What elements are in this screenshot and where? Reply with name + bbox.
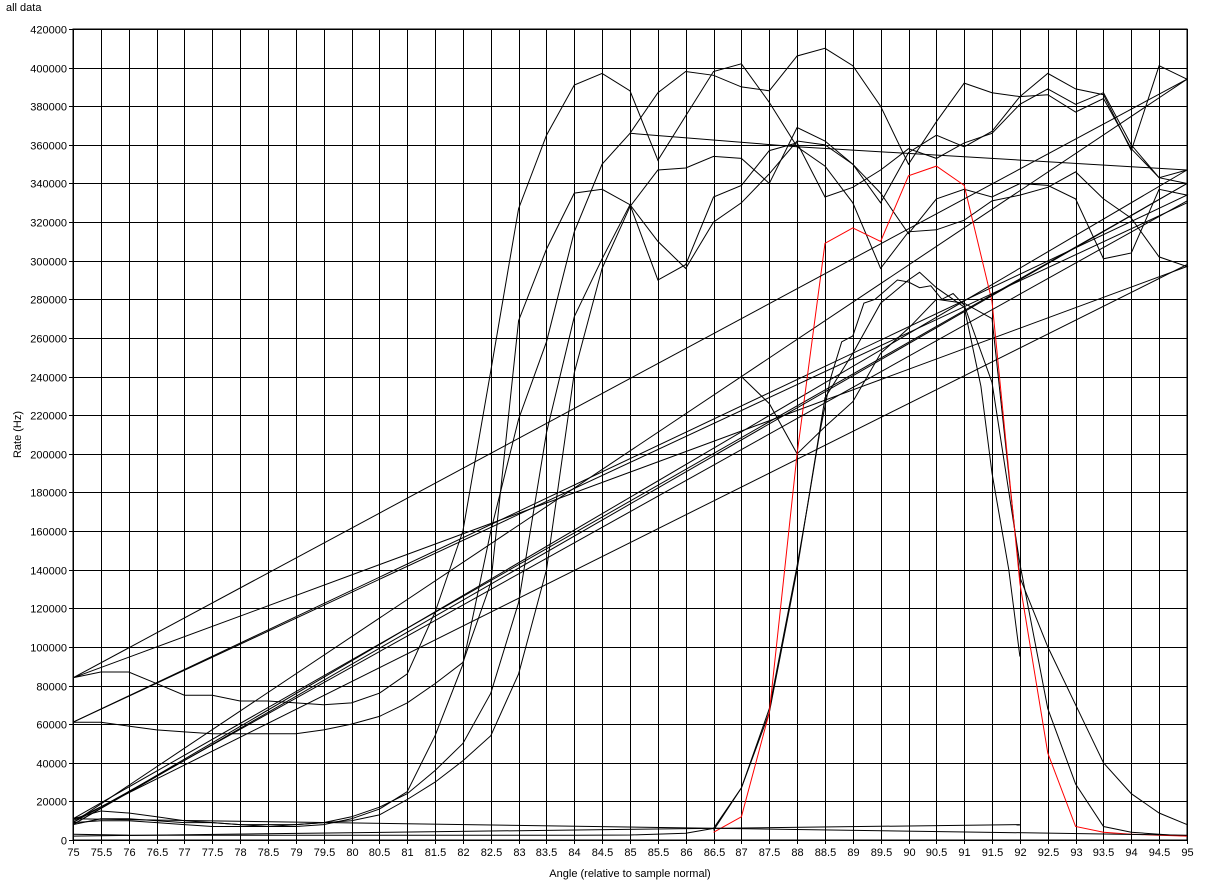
- series-line-3: [72, 88, 1188, 826]
- x-tick-label: 85: [624, 847, 636, 859]
- series-line-10: [713, 279, 1188, 837]
- x-tick-label: 87: [735, 847, 747, 859]
- y-tick-labels: 0 20000 40000 60000 80000 100000 120000 140000 1…: [30, 25, 67, 848]
- grid-lines: [69, 28, 1188, 844]
- y-tick-label: 0: [61, 836, 67, 848]
- y-tick-label: 300000: [30, 257, 67, 269]
- x-tick-label: 84.5: [592, 847, 613, 859]
- x-tick-label: 88.5: [815, 847, 836, 859]
- y-tick-label: 100000: [30, 643, 67, 655]
- y-tick-label: 80000: [36, 682, 67, 694]
- y-tick-label: 280000: [30, 295, 67, 307]
- x-tick-label: 83: [513, 847, 525, 859]
- y-tick-label: 40000: [36, 759, 67, 771]
- x-tick-label: 81.5: [425, 847, 446, 859]
- x-tick-label: 92: [1014, 847, 1026, 859]
- x-tick-label: 94.5: [1149, 847, 1170, 859]
- x-tick-label: 77: [178, 847, 190, 859]
- chart-title: all data: [6, 2, 42, 14]
- x-tick-label: 89: [847, 847, 859, 859]
- connector-line-1: [72, 78, 1188, 679]
- y-tick-label: 180000: [30, 488, 67, 500]
- x-axis-label: Angle (relative to sample normal): [549, 868, 710, 880]
- x-tick-label: 90.5: [926, 847, 947, 859]
- x-tick-label: 78: [234, 847, 246, 859]
- y-tick-label: 20000: [36, 797, 67, 809]
- x-tick-label: 91: [958, 847, 970, 859]
- connector-line-3: [72, 183, 1188, 826]
- x-tick-labels: 75 75.5 76 76.5 77 77.5 78 78.5 79 79.5 80 80.5 81 81…: [67, 847, 1193, 859]
- x-tick-label: 79: [290, 847, 302, 859]
- x-tick-label: 80: [346, 847, 358, 859]
- x-tick-label: 75.5: [91, 847, 112, 859]
- y-tick-label: 200000: [30, 450, 67, 462]
- x-tick-label: 92.5: [1038, 847, 1059, 859]
- y-tick-label: 400000: [30, 64, 67, 76]
- series-lines: [72, 47, 1189, 837]
- x-tick-label: 75: [67, 847, 79, 859]
- y-tick-label: 340000: [30, 179, 67, 191]
- x-tick-label: 83.5: [536, 847, 557, 859]
- y-tick-label: 240000: [30, 373, 67, 385]
- y-tick-label: 380000: [30, 102, 67, 114]
- x-tick-label: 77.5: [202, 847, 223, 859]
- connector-line-5: [72, 824, 1020, 837]
- x-tick-label: 89.5: [871, 847, 892, 859]
- y-tick-label: 160000: [30, 527, 67, 539]
- x-tick-label: 94: [1125, 847, 1137, 859]
- series-line-7: [72, 264, 1188, 822]
- connector-line-4: [72, 200, 1188, 824]
- x-tick-label: 81: [401, 847, 413, 859]
- x-tick-label: 93: [1070, 847, 1082, 859]
- x-tick-label: 85.5: [648, 847, 669, 859]
- x-tick-label: 84: [568, 847, 580, 859]
- x-tick-label: 80.5: [369, 847, 390, 859]
- series-line-6: [629, 132, 1188, 171]
- x-tick-label: 82: [457, 847, 469, 859]
- x-tick-label: 86: [680, 847, 692, 859]
- series-line-8: [741, 298, 1188, 826]
- y-tick-label: 220000: [30, 411, 67, 423]
- connector-line-6: [72, 818, 1188, 836]
- x-tick-label: 93.5: [1093, 847, 1114, 859]
- series-line-1: [72, 63, 1189, 706]
- x-tick-label: 82.5: [481, 847, 502, 859]
- x-tick-label: 88: [791, 847, 803, 859]
- x-tick-label: 91.5: [982, 847, 1003, 859]
- y-tick-label: 420000: [30, 25, 67, 37]
- x-tick-label: 90: [903, 847, 915, 859]
- x-tick-label: 76.5: [147, 847, 168, 859]
- x-tick-label: 78.5: [258, 847, 279, 859]
- y-tick-label: 120000: [30, 604, 67, 616]
- connector-line-2: [72, 202, 1188, 723]
- series-line-5: [72, 47, 1189, 827]
- y-tick-label: 140000: [30, 566, 67, 578]
- x-tick-label: 87.5: [759, 847, 780, 859]
- series-line-11: [713, 165, 1188, 837]
- y-axis-label: Rate (Hz): [12, 411, 24, 458]
- series-line-2: [72, 140, 1189, 735]
- y-tick-label: 60000: [36, 720, 67, 732]
- y-tick-label: 320000: [30, 218, 67, 230]
- x-tick-label: 76: [123, 847, 135, 859]
- y-tick-label: 260000: [30, 334, 67, 346]
- y-tick-label: 360000: [30, 141, 67, 153]
- x-tick-label: 86.5: [704, 847, 725, 859]
- x-tick-label: 95: [1181, 847, 1193, 859]
- x-tick-label: 79.5: [314, 847, 335, 859]
